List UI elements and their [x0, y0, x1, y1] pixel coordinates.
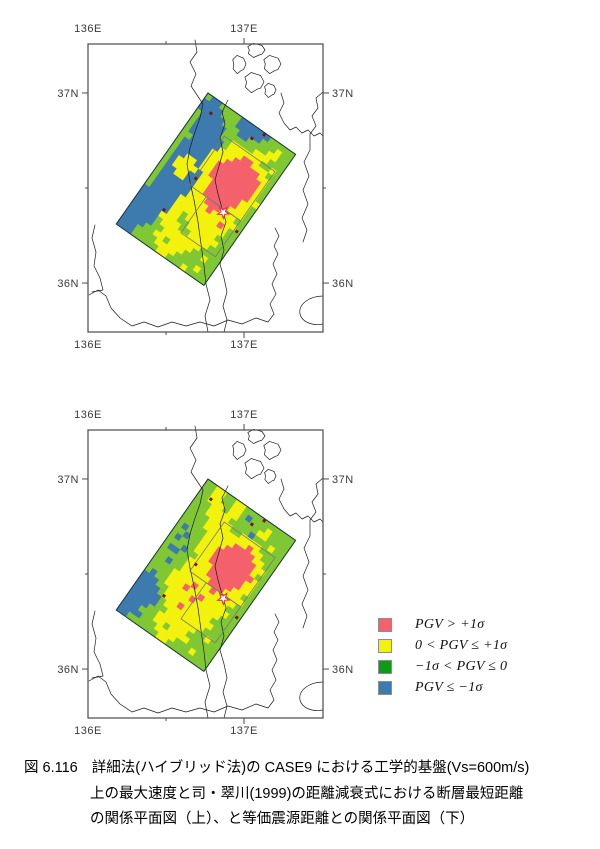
lat-label-right: 36N — [332, 664, 354, 676]
fault-overlay — [161, 497, 276, 644]
lon-label-top: 136E — [74, 409, 102, 421]
lat-label-left: 36N — [57, 278, 79, 290]
caption-line-2: 上の最大速度と司・翠川(1999)の距離減衰式における断層最短距離 — [90, 785, 524, 802]
axis-labels: 136E 136E 137E 137E 37N 37N 36N 36N — [57, 23, 353, 351]
legend-label: PGV > +1σ — [415, 616, 485, 632]
lat-label-left: 36N — [57, 664, 79, 676]
fault-overlay — [161, 111, 276, 258]
lat-label-right: 36N — [332, 278, 354, 290]
figure-caption: 図 6.116 詳細法(ハイブリッド法)の CASE9 における工学的基盤(Vs=… — [24, 756, 584, 833]
lat-label-right: 37N — [332, 474, 354, 486]
site-marker — [193, 562, 198, 567]
site-marker — [208, 111, 213, 116]
caption-line-1: 図 6.116 詳細法(ハイブリッド法)の CASE9 における工学的基盤(Vs=… — [24, 756, 584, 782]
site-marker — [193, 176, 198, 181]
legend-swatch — [378, 659, 392, 674]
epicenter-star-icon — [216, 206, 231, 221]
legend-item: −1σ < PGV ≤ 0 — [378, 656, 507, 677]
pgv-field — [115, 478, 297, 673]
upper-map-panel: 136E 136E 137E 137E 37N 37N 36N 36N — [57, 23, 353, 351]
fault-projection-outline — [115, 478, 297, 673]
axis-labels: 136E 136E 137E 137E 37N 37N 36N 36N — [57, 409, 353, 737]
pgv-field — [115, 92, 297, 287]
lon-label-bottom: 136E — [74, 339, 102, 351]
coastline-and-boundaries — [88, 425, 324, 719]
site-marker — [249, 522, 254, 527]
legend-item: PGV ≤ −1σ — [378, 677, 507, 698]
lat-label-left: 37N — [57, 88, 79, 100]
lon-label-top: 137E — [230, 409, 258, 421]
fault-projection-outline — [115, 92, 297, 287]
fault-segment-box-2 — [180, 196, 242, 258]
lower-map-panel: 136E 136E 137E 137E 37N 37N 36N 36N — [57, 409, 353, 737]
site-marker — [249, 136, 254, 141]
lon-label-top: 136E — [74, 23, 102, 35]
site-marker — [262, 518, 267, 523]
coastline-and-boundaries — [88, 39, 324, 333]
legend-swatch — [378, 617, 392, 632]
lon-label-bottom: 137E — [230, 339, 258, 351]
site-marker — [161, 207, 167, 212]
legend-swatch — [378, 680, 392, 695]
legend-label: 0 < PGV ≤ +1σ — [415, 637, 508, 653]
caption-text-1: 詳細法(ハイブリッド法)の CASE9 における工学的基盤(Vs=600m/s) — [91, 760, 530, 776]
caption-line-3: の関係平面図（上）、と等価震源距離との関係平面図（下） — [90, 811, 475, 827]
pgv-legend: PGV > +1σ 0 < PGV ≤ +1σ −1σ < PGV ≤ 0 PGV ≤… — [378, 614, 507, 698]
site-marker — [262, 132, 267, 137]
axis-ticks — [82, 38, 329, 338]
legend-item: PGV > +1σ — [378, 614, 507, 635]
figure-number: 図 6.116 — [24, 760, 78, 776]
legend-swatch — [378, 638, 392, 653]
axis-ticks — [82, 424, 329, 724]
site-marker — [234, 229, 239, 234]
lon-label-bottom: 137E — [230, 725, 258, 737]
lon-label-top: 137E — [230, 23, 258, 35]
fault-segment-box-2 — [180, 582, 242, 644]
site-marker — [234, 615, 239, 620]
site-marker — [208, 497, 213, 502]
lat-label-right: 37N — [332, 88, 354, 100]
legend-label: PGV ≤ −1σ — [415, 679, 483, 695]
epicenter-star-icon — [216, 592, 231, 607]
lon-label-bottom: 136E — [74, 725, 102, 737]
legend-item: 0 < PGV ≤ +1σ — [378, 635, 507, 656]
lat-label-left: 37N — [57, 474, 79, 486]
site-marker — [161, 593, 167, 598]
legend-label: −1σ < PGV ≤ 0 — [415, 658, 508, 674]
